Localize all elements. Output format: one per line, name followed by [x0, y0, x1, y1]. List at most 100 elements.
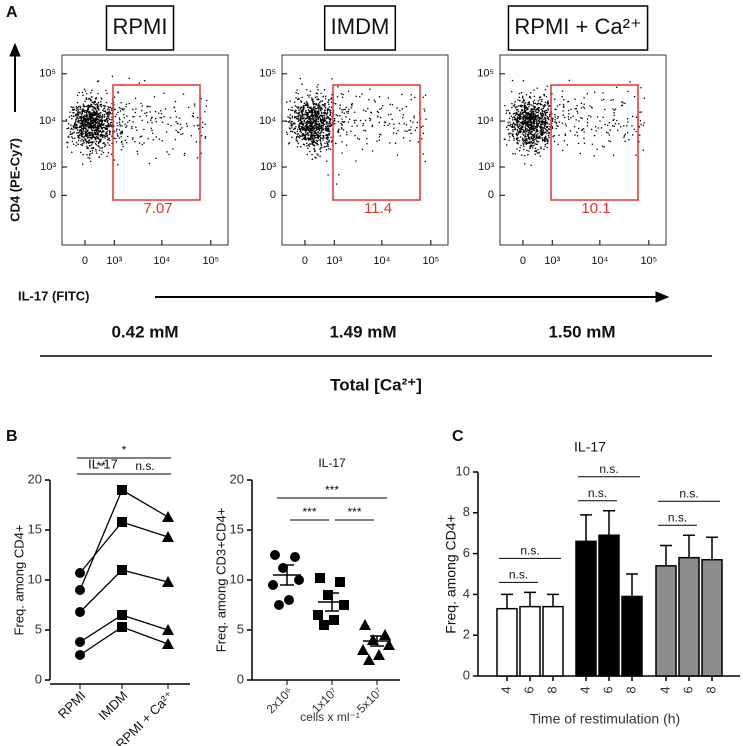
- event-dot: [543, 122, 546, 125]
- x-tick-label: IMDM: [95, 688, 130, 723]
- event-dot: [552, 135, 554, 138]
- event-dot: [297, 128, 299, 131]
- event-dot: [527, 103, 529, 105]
- event-dot: [504, 138, 506, 141]
- event-dot: [83, 116, 85, 118]
- event-dot: [201, 126, 204, 129]
- event-dot: [77, 117, 79, 120]
- event-dot: [341, 96, 344, 98]
- event-dot: [90, 138, 93, 140]
- marker: [75, 585, 85, 595]
- event-dot: [99, 130, 102, 132]
- event-dot: [538, 107, 541, 109]
- event-dot: [315, 132, 318, 134]
- event-dot: [109, 112, 111, 115]
- bar: [598, 534, 620, 677]
- event-dot: [335, 183, 338, 185]
- event-dot: [300, 131, 303, 134]
- event-dot: [544, 104, 546, 107]
- event-dot: [540, 123, 543, 126]
- event-dot: [526, 149, 528, 152]
- event-dot: [80, 151, 82, 154]
- event-dot: [315, 104, 317, 106]
- event-dot: [92, 134, 95, 136]
- event-dot: [80, 124, 83, 126]
- event-dot: [319, 127, 322, 130]
- event-dot: [508, 132, 510, 134]
- event-dot: [590, 128, 593, 131]
- event-dot: [106, 136, 109, 138]
- event-dot: [567, 118, 570, 120]
- event-dot: [519, 146, 521, 149]
- event-dot: [546, 102, 548, 104]
- event-dot: [369, 118, 372, 120]
- event-dot: [77, 108, 79, 111]
- event-dot: [546, 125, 549, 128]
- event-dot: [323, 114, 325, 116]
- event-dot: [322, 128, 325, 130]
- event-dot: [307, 115, 310, 118]
- event-dot: [117, 91, 119, 93]
- event-dot: [312, 118, 315, 120]
- event-dot: [108, 125, 110, 128]
- event-dot: [108, 129, 110, 132]
- event-dot: [410, 132, 412, 135]
- event-dot: [324, 102, 326, 105]
- event-dot: [75, 141, 78, 144]
- event-dot: [84, 114, 86, 117]
- event-dot: [638, 134, 641, 136]
- event-dot: [548, 113, 551, 116]
- y-tick-label: 10³: [40, 161, 56, 173]
- event-dot: [544, 89, 547, 91]
- event-dot: [374, 100, 377, 103]
- event-dot: [529, 97, 532, 99]
- x-tick-label: 10⁵: [640, 255, 657, 267]
- event-dot: [516, 118, 518, 121]
- event-dot: [539, 96, 542, 98]
- event-dot: [604, 108, 606, 111]
- event-dot: [309, 117, 311, 119]
- event-dot: [602, 92, 604, 94]
- event-dot: [100, 100, 102, 103]
- event-dot: [524, 123, 526, 125]
- event-dot: [93, 103, 95, 105]
- event-dot: [546, 132, 548, 134]
- event-dot: [77, 106, 80, 108]
- event-dot: [554, 108, 556, 111]
- sample-title: RPMI + Ca²⁺: [514, 14, 641, 39]
- event-dot: [572, 115, 574, 117]
- event-dot: [320, 131, 323, 133]
- event-dot: [522, 80, 525, 82]
- event-dot: [204, 135, 207, 138]
- event-dot: [107, 142, 109, 144]
- event-dot: [77, 110, 79, 112]
- event-dot: [341, 124, 343, 126]
- event-dot: [553, 98, 556, 101]
- event-dot: [580, 102, 583, 105]
- event-dot: [315, 142, 317, 144]
- event-dot: [362, 123, 365, 125]
- event-dot: [351, 125, 353, 128]
- y-axis-label: CD4 (PE-Cy7): [7, 138, 22, 222]
- event-dot: [621, 101, 623, 103]
- event-dot: [551, 127, 554, 130]
- event-dot: [369, 119, 371, 122]
- event-dot: [566, 144, 569, 146]
- event-dot: [518, 105, 520, 107]
- event-dot: [155, 136, 158, 138]
- event-dot: [306, 104, 308, 107]
- event-dot: [510, 132, 512, 134]
- event-dot: [616, 119, 618, 122]
- event-dot: [520, 128, 522, 131]
- event-dot: [393, 123, 395, 125]
- event-dot: [70, 114, 73, 117]
- event-dot: [67, 122, 70, 125]
- event-dot: [540, 146, 542, 148]
- event-dot: [153, 95, 156, 98]
- event-dot: [305, 100, 308, 103]
- event-dot: [521, 137, 524, 139]
- event-dot: [540, 148, 542, 150]
- event-dot: [568, 113, 570, 115]
- event-dot: [518, 116, 521, 118]
- event-dot: [544, 123, 547, 126]
